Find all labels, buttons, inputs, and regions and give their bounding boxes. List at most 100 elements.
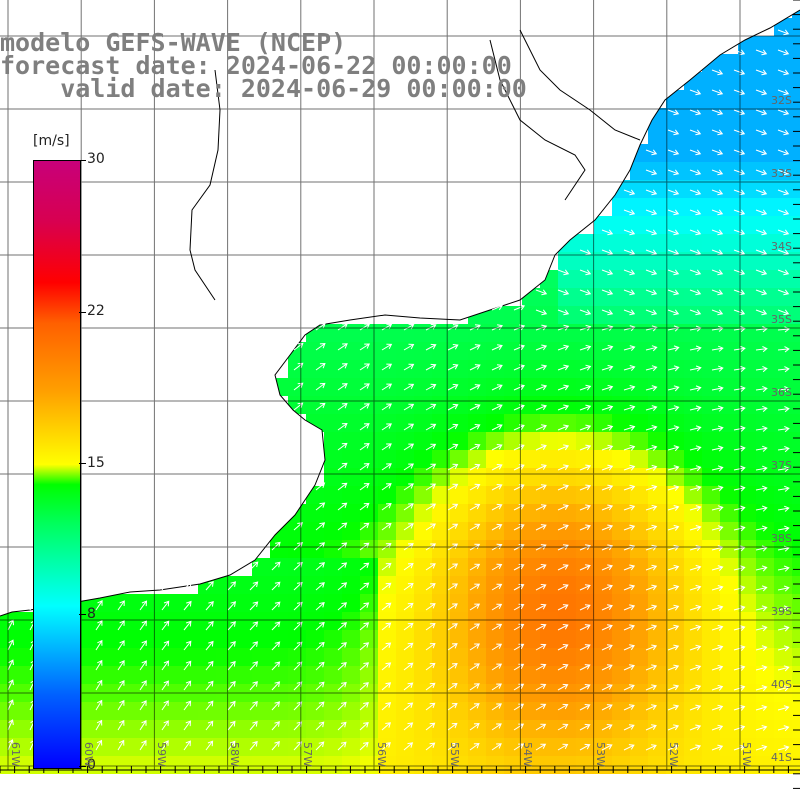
wind-cell bbox=[324, 432, 342, 450]
wind-cell bbox=[720, 540, 738, 558]
wind-arrow bbox=[623, 584, 636, 591]
wind-cell bbox=[252, 648, 270, 666]
wind-cell bbox=[756, 162, 774, 180]
wind-arrow bbox=[359, 482, 370, 491]
wind-arrow bbox=[557, 384, 570, 391]
wind-cell bbox=[684, 576, 702, 594]
wind-arrow bbox=[711, 664, 724, 671]
wind-arrow bbox=[205, 680, 214, 691]
wind-cell bbox=[630, 594, 648, 612]
wind-cell bbox=[504, 432, 522, 450]
wind-cell bbox=[378, 522, 396, 540]
wind-arrow bbox=[733, 385, 746, 392]
wind-cell bbox=[774, 252, 792, 270]
wind-arrow bbox=[777, 346, 790, 353]
wind-arrow bbox=[447, 663, 458, 671]
wind-cell bbox=[558, 666, 576, 684]
wind-cell bbox=[666, 558, 684, 576]
wind-arrow bbox=[403, 622, 414, 631]
wind-cell bbox=[414, 486, 432, 504]
wind-arrow bbox=[711, 425, 724, 432]
wind-arrow bbox=[755, 189, 768, 196]
wind-arrow bbox=[139, 620, 147, 631]
wind-cell bbox=[630, 342, 648, 360]
wind-cell bbox=[216, 738, 234, 756]
wind-cell bbox=[702, 414, 720, 432]
wind-cell bbox=[576, 594, 594, 612]
wind-cell bbox=[486, 648, 504, 666]
wind-cell bbox=[666, 450, 684, 468]
wind-cell bbox=[450, 450, 468, 468]
wind-cell bbox=[342, 468, 360, 486]
wind-arrow bbox=[667, 624, 680, 631]
wind-cell bbox=[630, 522, 648, 540]
wind-arrow bbox=[535, 444, 547, 451]
wind-cell bbox=[720, 738, 738, 756]
wind-cell bbox=[756, 612, 774, 630]
wind-cell bbox=[774, 342, 792, 360]
wind-arrow bbox=[777, 89, 790, 96]
wind-arrow bbox=[601, 444, 614, 451]
wind-cell bbox=[360, 432, 378, 450]
wind-arrow bbox=[425, 443, 437, 451]
wind-cell bbox=[612, 342, 630, 360]
wind-cell bbox=[540, 648, 558, 666]
wind-arrow bbox=[733, 129, 746, 136]
wind-cell bbox=[720, 756, 738, 774]
wind-cell bbox=[702, 558, 720, 576]
wind-cell bbox=[792, 540, 800, 558]
wind-cell bbox=[612, 234, 630, 252]
wind-cell bbox=[684, 666, 702, 684]
wind-cell bbox=[306, 612, 324, 630]
wind-arrow bbox=[623, 724, 635, 731]
wind-arrow bbox=[733, 425, 746, 432]
wind-cell bbox=[504, 468, 522, 486]
wind-cell bbox=[702, 342, 720, 360]
wind-arrow bbox=[227, 720, 236, 731]
wind-cell bbox=[234, 702, 252, 720]
wind-arrow bbox=[733, 209, 746, 216]
wind-arrow bbox=[183, 720, 192, 731]
wind-arrow bbox=[337, 721, 347, 731]
wind-cell bbox=[738, 666, 756, 684]
wind-arrow bbox=[579, 664, 591, 671]
wind-arrow bbox=[645, 704, 657, 711]
wind-arrow bbox=[755, 744, 768, 751]
wind-arrow bbox=[601, 384, 614, 391]
wind-arrow bbox=[491, 563, 503, 571]
wind-arrow bbox=[227, 641, 236, 651]
wind-arrow bbox=[777, 565, 790, 572]
wind-cell bbox=[360, 558, 378, 576]
wind-cell bbox=[630, 252, 648, 270]
wind-arrow bbox=[315, 323, 326, 331]
wind-cell bbox=[324, 504, 342, 522]
wind-cell bbox=[90, 612, 108, 630]
wind-cell bbox=[396, 432, 414, 450]
wind-cell bbox=[594, 252, 612, 270]
wind-cell bbox=[180, 630, 198, 648]
wind-arrow bbox=[447, 563, 459, 571]
wind-cell bbox=[360, 486, 378, 504]
wind-cell bbox=[540, 342, 558, 360]
wind-arrow bbox=[667, 385, 680, 392]
wind-cell bbox=[792, 342, 800, 360]
wind-cell bbox=[270, 612, 288, 630]
colorbar-tick-22: 22 bbox=[87, 303, 105, 319]
wind-arrow bbox=[271, 561, 281, 571]
wind-cell bbox=[504, 576, 522, 594]
wind-cell bbox=[558, 738, 576, 756]
wind-arrow bbox=[645, 229, 658, 236]
wind-arrow bbox=[403, 363, 415, 371]
wind-arrow bbox=[117, 600, 125, 611]
wind-cell bbox=[774, 630, 792, 648]
wind-cell bbox=[486, 612, 504, 630]
wind-cell bbox=[720, 450, 738, 468]
wind-cell bbox=[612, 396, 630, 414]
wind-arrow bbox=[777, 525, 790, 532]
wind-cell bbox=[342, 594, 360, 612]
wind-arrow bbox=[271, 541, 281, 551]
wind-cell bbox=[738, 594, 756, 612]
wind-arrow bbox=[623, 564, 636, 571]
wind-arrow bbox=[381, 582, 392, 591]
wind-cell bbox=[432, 378, 450, 396]
